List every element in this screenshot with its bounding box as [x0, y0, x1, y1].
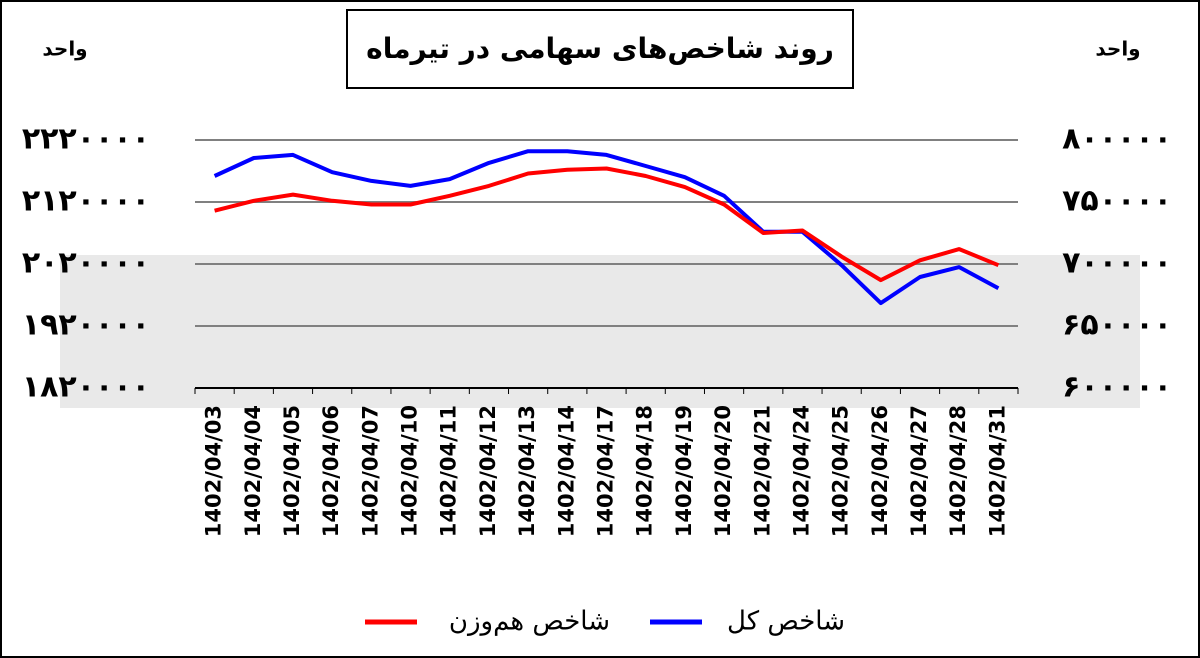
x-tick-label: 1402/04/10	[398, 405, 422, 537]
title-box	[346, 9, 854, 89]
x-tick-label: 1402/04/03	[202, 405, 226, 537]
x-tick-label: 1402/04/07	[358, 405, 382, 537]
x-tick-label: 1402/04/21	[750, 405, 774, 537]
x-tick-label: 1402/04/14	[554, 405, 578, 537]
x-tick-label: 1402/04/25	[829, 405, 853, 537]
x-tick-label: 1402/04/31	[985, 405, 1009, 537]
y-tick-label: ۲۱۲۰۰۰۰	[22, 184, 150, 219]
x-tick-label: 1402/04/17	[594, 405, 618, 537]
y-tick-label: ۲۰۲۰۰۰۰	[22, 246, 150, 281]
x-tick-label: 1402/04/18	[633, 405, 657, 537]
x-tick-label: 1402/04/24	[789, 405, 813, 537]
x-tick-label: 1402/04/12	[476, 405, 500, 537]
y2-tick-label: ۷۵۰۰۰۰	[1062, 184, 1172, 219]
x-tick-label: 1402/04/19	[672, 405, 696, 537]
y-tick-label: ۱۸۲۰۰۰۰	[22, 370, 150, 405]
x-tick-label: 1402/04/13	[515, 405, 539, 537]
y-tick-label: ۱۹۲۰۰۰۰	[22, 308, 150, 343]
y2-axis-label: واحد	[1095, 37, 1140, 61]
x-tick-label: 1402/04/28	[946, 405, 970, 537]
y2-tick-label: ۶۵۰۰۰۰	[1062, 308, 1172, 343]
y-tick-label: ۲۲۲۰۰۰۰	[22, 122, 150, 157]
x-tick-label: 1402/04/06	[319, 405, 343, 537]
x-tick-label: 1402/04/05	[280, 405, 304, 537]
y-axis-label: واحد	[42, 37, 87, 61]
watermark-band	[60, 255, 1140, 408]
x-tick-label: 1402/04/11	[437, 405, 461, 537]
series-line	[214, 166, 1000, 283]
x-tick-label: 1402/04/27	[907, 405, 931, 537]
legend-label: شاخص کل	[727, 607, 845, 637]
chart-title: روند شاخص‌های سهامی در تیرماه	[366, 32, 834, 65]
y2-tick-label: ۸۰۰۰۰۰	[1062, 122, 1172, 157]
x-tick-label: 1402/04/04	[241, 405, 265, 537]
x-tick-label: 1402/04/26	[868, 405, 892, 537]
x-tick-label: 1402/04/20	[711, 405, 735, 537]
y2-tick-label: ۶۰۰۰۰۰	[1062, 370, 1172, 405]
series-line	[213, 149, 1000, 306]
legend-label: شاخص هم‌وزن	[449, 607, 610, 637]
y2-tick-label: ۷۰۰۰۰۰	[1062, 246, 1172, 281]
